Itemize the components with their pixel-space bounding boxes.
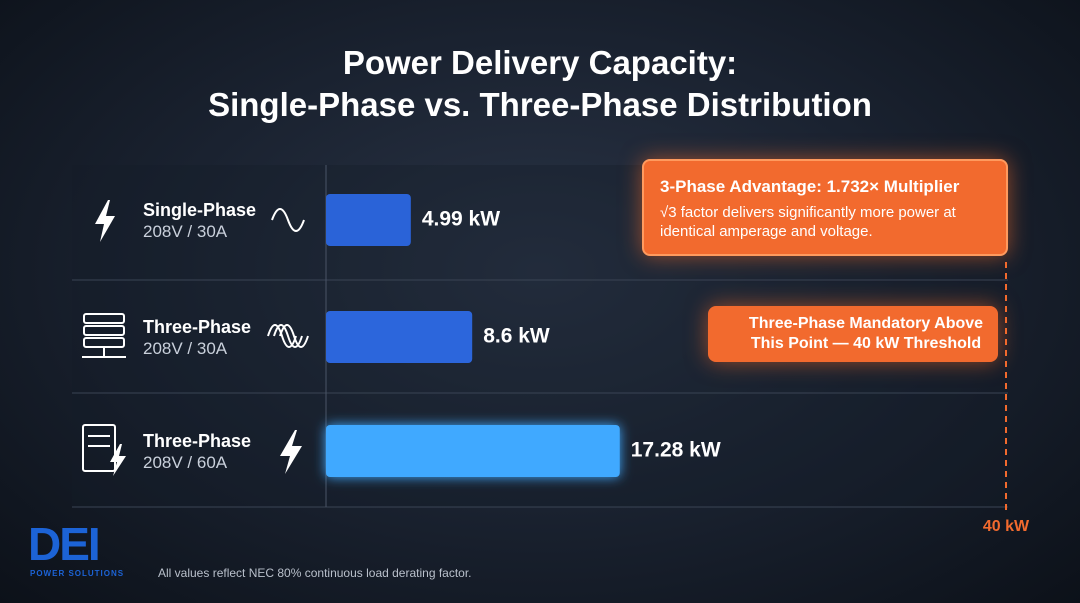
three-sine-icon: [267, 324, 309, 348]
bar: [326, 194, 411, 246]
bolt-icon: [280, 430, 302, 474]
callout-title: 3-Phase Advantage: 1.732× Multiplier: [660, 177, 960, 196]
category-sublabel: 208V / 60A: [143, 453, 228, 472]
callout: 3-Phase Advantage: 1.732× Multiplier √3 …: [642, 159, 1008, 256]
rack-icon: [82, 424, 126, 476]
bolt-icon: [95, 200, 115, 242]
threshold-annotation: Three-Phase Mandatory Above This Point —…: [708, 306, 998, 362]
category-label: Single-Phase: [143, 200, 257, 220]
chart-title: Power Delivery Capacity:: [342, 44, 738, 81]
value-label: 4.99 kW: [422, 208, 500, 231]
threshold-label: 40 kW: [983, 518, 1030, 535]
category-label: Three-Phase: [143, 431, 252, 451]
footnote: All values reflect NEC 80% continuous lo…: [158, 566, 472, 580]
sine-icon: [271, 208, 305, 232]
bar: [326, 311, 473, 363]
value-label: 17.28 kW: [631, 439, 721, 462]
category-sublabel: 208V / 30A: [143, 222, 228, 241]
chart-subtitle: Single-Phase vs. Three-Phase Distributio…: [208, 86, 872, 123]
logo: DEI: [28, 518, 101, 570]
category-sublabel: 208V / 30A: [143, 339, 228, 358]
value-label: 8.6 kW: [483, 325, 550, 348]
server-icon: [82, 313, 126, 358]
category-label: Three-Phase: [143, 317, 252, 337]
callout-text: √3 factor delivers significantly more po…: [660, 204, 956, 240]
logo-subtext: POWER SOLUTIONS: [30, 569, 125, 578]
bar: [326, 425, 620, 477]
